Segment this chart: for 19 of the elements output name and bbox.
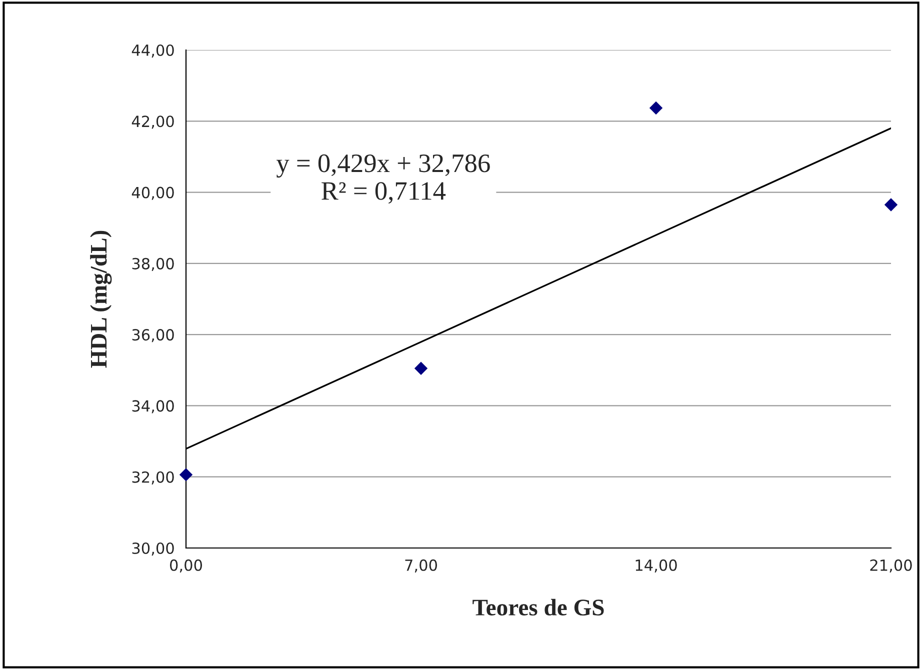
y-tick-label: 36,00	[132, 329, 174, 342]
y-tick-label: 40,00	[132, 186, 174, 200]
x-tick-label: 7,00	[405, 559, 437, 572]
point	[649, 101, 663, 115]
y-tick-label: 44,00	[132, 44, 174, 58]
y-tick-label: 34,00	[132, 400, 174, 414]
x-tick-label: 21,00	[870, 559, 912, 572]
point	[884, 198, 898, 212]
x-tick-label: 14,00	[636, 559, 677, 572]
y-tick-label: 30,00	[132, 542, 174, 556]
x-axis-title: Teores de GS	[472, 598, 604, 616]
annotation: y = 0,429x + 32,786 R² = 0,7114	[276, 154, 490, 204]
point	[414, 362, 428, 375]
x-tick-label: 0,00	[170, 559, 202, 572]
y-tick-label: 38,00	[132, 258, 174, 272]
y-tick-label: 42,00	[132, 116, 174, 129]
y-axis-title: HDL (mg/dL)	[90, 230, 112, 368]
y-tick-label: 32,00	[132, 471, 174, 484]
point	[179, 468, 193, 482]
